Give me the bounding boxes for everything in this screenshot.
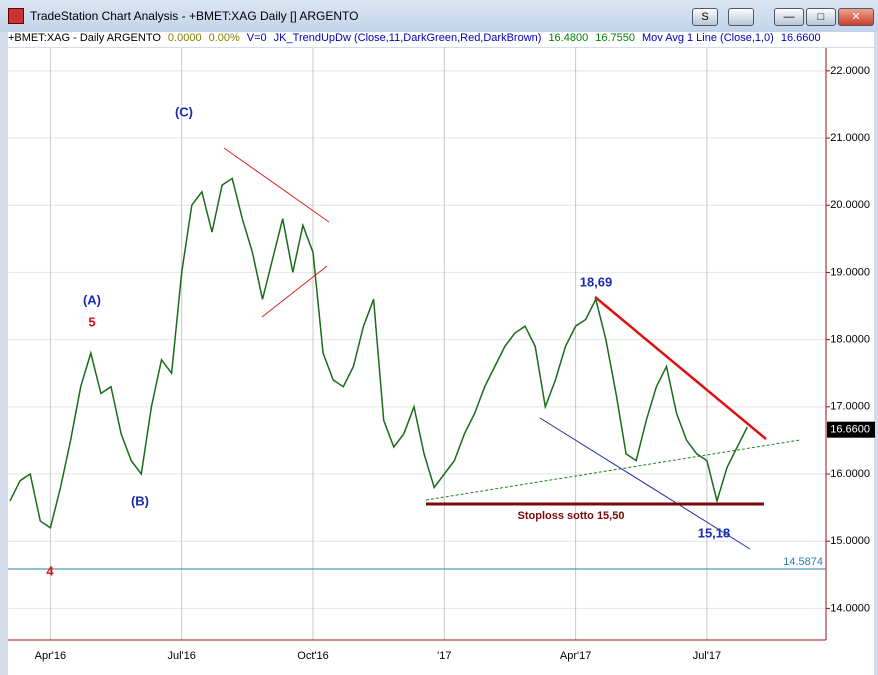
y-tick-label: 21.0000 bbox=[830, 132, 870, 144]
x-tick-label: Jul'16 bbox=[167, 650, 195, 662]
y-tick-label: 17.0000 bbox=[830, 401, 870, 413]
info-text: 0.00% bbox=[208, 32, 240, 44]
annotation: (C) bbox=[175, 104, 193, 119]
info-text: 0.0000 bbox=[167, 32, 202, 44]
y-tick-label: 18.0000 bbox=[830, 334, 870, 346]
level-label: 14.5874 bbox=[783, 556, 823, 568]
trend-line bbox=[594, 296, 767, 440]
info-text: JK_TrendUpDw (Close,11,DarkGreen,Red,Dar… bbox=[273, 32, 542, 44]
minimize-button[interactable]: — bbox=[774, 8, 804, 26]
title-bar: TradeStation Chart Analysis - +BMET:XAG … bbox=[0, 0, 878, 32]
x-tick-label: Jul'17 bbox=[693, 650, 721, 662]
info-text: 16.7550 bbox=[595, 32, 635, 44]
y-tick-label: 22.0000 bbox=[830, 65, 870, 77]
close-button[interactable]: ✕ bbox=[838, 8, 874, 26]
app-icon bbox=[8, 8, 24, 24]
y-tick-label: 19.0000 bbox=[830, 266, 870, 278]
annotation: 4 bbox=[46, 563, 54, 578]
x-tick-label: Oct'16 bbox=[297, 650, 328, 662]
annotation: (A) bbox=[83, 292, 101, 307]
maximize-button[interactable]: □ bbox=[806, 8, 836, 26]
plot-background bbox=[8, 48, 874, 675]
x-tick-label: Apr'16 bbox=[35, 650, 66, 662]
annotation: 15,18 bbox=[698, 525, 731, 540]
info-text: 16.4800 bbox=[548, 32, 589, 44]
x-tick-label: Apr'17 bbox=[560, 650, 591, 662]
info-text: V=0 bbox=[246, 32, 267, 44]
annotation: Stoploss sotto 15,50 bbox=[518, 510, 625, 522]
annotation: 5 bbox=[88, 314, 95, 329]
info-text: 16.6600 bbox=[780, 32, 821, 44]
info-text: +BMET:XAG - Daily ARGENTO bbox=[8, 32, 161, 44]
last-price-box bbox=[827, 421, 875, 438]
trend-line bbox=[425, 439, 801, 501]
last-price-label: 16.6600 bbox=[830, 424, 870, 436]
price-line bbox=[9, 177, 748, 530]
y-tick-label: 16.0000 bbox=[830, 468, 870, 480]
info-line: +BMET:XAG - Daily ARGENTO 0.0000 0.00% V=0 J… bbox=[8, 32, 874, 47]
trend-line bbox=[223, 147, 330, 223]
y-tick-label: 15.0000 bbox=[830, 535, 870, 547]
info-text: Mov Avg 1 Line (Close,1,0) bbox=[641, 32, 774, 44]
window-title: TradeStation Chart Analysis - +BMET:XAG … bbox=[30, 9, 359, 23]
trend-line bbox=[539, 417, 751, 550]
y-tick-label: 14.0000 bbox=[830, 602, 870, 614]
annotation: (B) bbox=[131, 493, 149, 508]
symbol-button[interactable]: S bbox=[692, 8, 718, 26]
annotation: 18,69 bbox=[580, 274, 613, 289]
x-tick-label: '17 bbox=[437, 650, 451, 662]
options-button[interactable] bbox=[728, 8, 754, 26]
y-tick-label: 20.0000 bbox=[830, 199, 870, 211]
trend-line bbox=[261, 265, 328, 318]
